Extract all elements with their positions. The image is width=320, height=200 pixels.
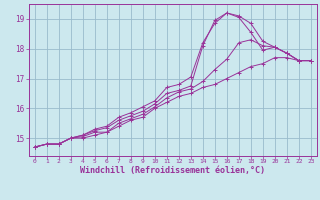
X-axis label: Windchill (Refroidissement éolien,°C): Windchill (Refroidissement éolien,°C) [80, 166, 265, 175]
